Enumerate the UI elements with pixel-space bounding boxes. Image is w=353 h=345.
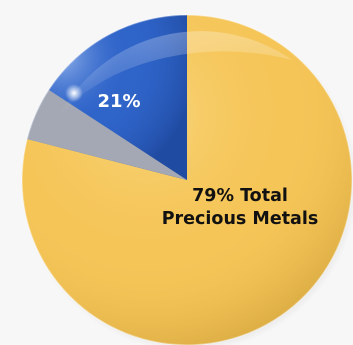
pie-slice-grey-wedge [27, 89, 188, 180]
gloss-highlight [58, 31, 292, 118]
slice-label-79-line1: 79% Total [192, 186, 288, 206]
pie-outline [21, 14, 353, 345]
slice-label-79-line2: Precious Metals [161, 209, 319, 229]
slice-label-79: 79% Total Precious Metals [135, 185, 345, 231]
slice-label-21: 21% [97, 91, 141, 112]
sparkle-highlight [65, 84, 83, 102]
pie-slice-79-shading [21, 15, 352, 345]
